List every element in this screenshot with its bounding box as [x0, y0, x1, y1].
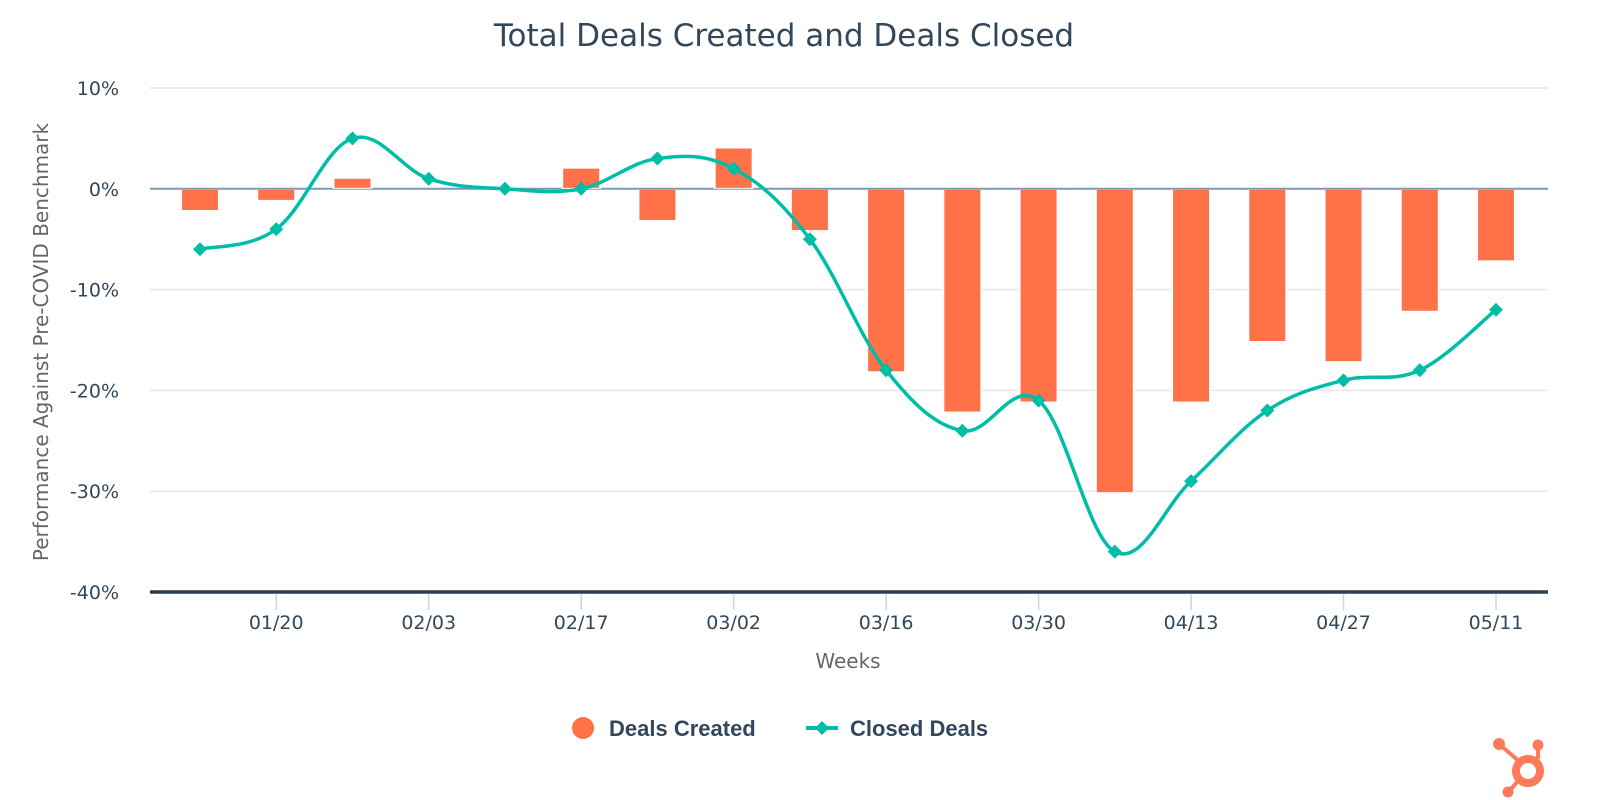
y-tick-label: -20%: [70, 380, 119, 402]
marker-01-20: [269, 222, 284, 237]
y-tick-label: -10%: [70, 280, 119, 302]
y-tick-label: -30%: [70, 481, 119, 503]
x-tick-label: 02/17: [554, 612, 609, 634]
legend-item-closed-deals[interactable]: Closed Deals: [806, 716, 988, 741]
y-tick-label: 10%: [77, 78, 119, 100]
x-tick-label: 03/02: [706, 612, 761, 634]
x-tick-label: 02/03: [401, 612, 456, 634]
marker-04-27: [1336, 373, 1351, 388]
marker-03-02: [726, 161, 741, 176]
y-tick-label: -40%: [70, 582, 119, 604]
logo-stem: [1509, 778, 1521, 791]
bar-04-06: [1096, 189, 1133, 493]
bar-01-20: [258, 189, 295, 200]
legend: Deals Created Closed Deals: [572, 716, 988, 741]
marker-03-23: [955, 423, 970, 438]
legend-circle-icon: [572, 717, 594, 739]
chart-title: Total Deals Created and Deals Closed: [493, 18, 1074, 54]
marker-02-17: [574, 181, 589, 196]
bar-02-17: [563, 168, 600, 188]
marker-02-03: [421, 171, 436, 186]
x-tick-label: 04/13: [1164, 612, 1219, 634]
bar-05-11: [1478, 189, 1514, 261]
y-axis-ticks: 10% 0% -10% -20% -30% -40%: [70, 78, 119, 604]
marker-02-24: [650, 151, 665, 166]
x-tick-label: 01/20: [249, 612, 304, 634]
x-axis-title: Weeks: [815, 649, 880, 673]
marker-02-10: [497, 181, 512, 196]
legend-label-closed-deals: Closed Deals: [850, 716, 988, 741]
marker-04-20: [1260, 403, 1275, 418]
logo-node: [1502, 786, 1514, 798]
marker-03-30: [1031, 393, 1046, 408]
x-axis: 01/20 02/03 02/17 03/02 03/16 03/30 04/13 04/27…: [150, 590, 1548, 634]
x-tick-label: 05/11: [1469, 612, 1524, 634]
legend-item-deals-created[interactable]: Deals Created: [572, 716, 756, 741]
line-closed-deals: [193, 131, 1503, 559]
bar-05-04: [1401, 189, 1438, 311]
legend-diamond-icon: [815, 721, 829, 735]
marker-04-13: [1184, 474, 1199, 489]
bar-04-13: [1173, 189, 1210, 402]
bar-04-27: [1325, 189, 1362, 362]
x-tick-label: 03/30: [1011, 612, 1066, 634]
marker-01-13: [193, 242, 207, 257]
marker-01-27: [345, 131, 360, 146]
x-tick-label: 03/16: [859, 612, 914, 634]
marker-05-11: [1489, 302, 1503, 317]
y-tick-label: 0%: [89, 179, 119, 201]
y-axis-title: Performance Against Pre-COVID Benchmark: [29, 122, 53, 561]
marker-03-16: [879, 363, 894, 378]
legend-label-deals-created: Deals Created: [609, 716, 756, 741]
hubspot-sprocket-icon: [1493, 738, 1544, 798]
bar-03-16: [868, 189, 905, 372]
bar-03-23: [944, 189, 981, 412]
bar-01-13: [182, 189, 218, 210]
marker-05-04: [1412, 363, 1427, 378]
marker-03-09: [802, 232, 817, 247]
bar-01-27: [334, 178, 371, 188]
bar-02-24: [639, 189, 676, 221]
marker-04-06: [1107, 544, 1122, 559]
grid-lines: [150, 87, 1548, 492]
bar-03-30: [1020, 189, 1057, 402]
bar-04-20: [1249, 189, 1286, 341]
bars-deals-created: [180, 148, 1516, 493]
x-tick-label: 04/27: [1316, 612, 1371, 634]
